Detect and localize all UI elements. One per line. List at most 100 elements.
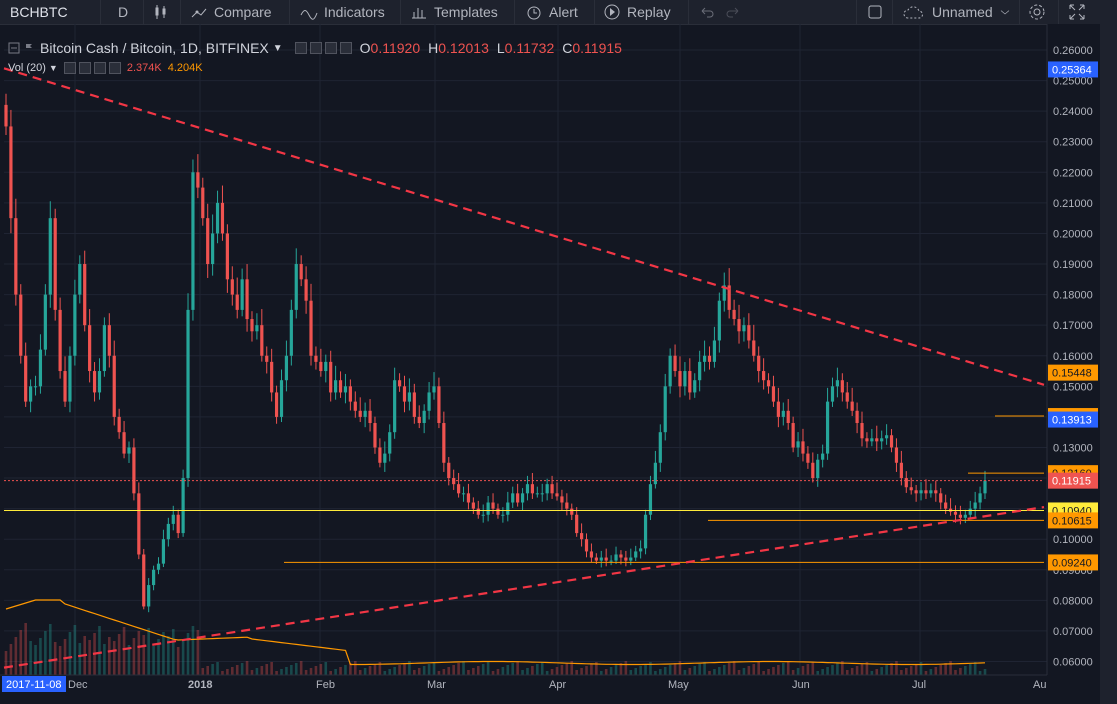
series-menu-icon[interactable]: ▼	[272, 42, 283, 54]
candle-body	[575, 514, 579, 534]
volume-bar	[250, 670, 254, 675]
volume-bar	[240, 663, 244, 675]
volume-bar	[845, 670, 849, 675]
candle-body	[973, 502, 977, 509]
candle-body	[442, 423, 446, 463]
candle-body	[353, 401, 357, 411]
price-tick-label: 0.21000	[1053, 198, 1093, 210]
price-tick-label: 0.06000	[1053, 657, 1093, 669]
eye-icon[interactable]	[294, 42, 307, 54]
layout-menu[interactable]: Unnamed	[902, 0, 1017, 24]
volume-bar	[683, 670, 687, 675]
candle-body	[274, 392, 279, 417]
interval-button[interactable]: D	[118, 0, 128, 24]
candle-body	[343, 386, 348, 393]
candle-body	[825, 401, 830, 454]
collapse-icon[interactable]	[8, 42, 20, 54]
volume-bar	[442, 669, 446, 675]
volume-bar	[904, 668, 908, 675]
candle-body	[265, 355, 269, 362]
candle-body	[865, 438, 869, 442]
candle-body	[934, 490, 938, 494]
candle-body	[958, 514, 963, 518]
candle-body	[742, 325, 746, 332]
volume-bar	[939, 665, 943, 675]
volume-bar	[929, 669, 933, 675]
candle-body	[845, 392, 849, 402]
low-label: L	[496, 40, 505, 56]
volume-bar	[614, 665, 618, 675]
toolbar-divider	[1058, 0, 1059, 24]
candle-body	[707, 355, 712, 362]
price-tick-label: 0.16000	[1053, 351, 1093, 363]
volume-bar	[786, 661, 790, 675]
volume-bar	[954, 670, 957, 675]
volume-bar	[590, 664, 593, 675]
candle-body	[78, 264, 82, 295]
volume-bar	[181, 640, 185, 675]
price-tick-label: 0.22000	[1053, 167, 1093, 179]
volume-bar	[703, 662, 706, 675]
volume-bar	[644, 664, 647, 675]
candle-body	[181, 478, 185, 534]
symbol-search[interactable]: BCHBTC	[10, 0, 68, 24]
candle-body	[875, 438, 879, 442]
candle-body	[698, 361, 702, 381]
volume-bar	[481, 664, 485, 675]
volume-bar	[290, 665, 293, 675]
candle-body	[914, 490, 918, 494]
candle-body	[963, 514, 967, 518]
compare-button[interactable]: Compare	[190, 0, 272, 24]
volume-bar	[708, 671, 711, 675]
candle-body	[368, 410, 372, 424]
candle-body	[68, 355, 72, 402]
settings-icon[interactable]	[309, 42, 322, 54]
volume-bar	[722, 665, 726, 675]
indicators-button[interactable]: Indicators	[300, 0, 385, 24]
remove-icon[interactable]	[324, 42, 337, 54]
more-icon[interactable]	[108, 62, 121, 74]
templates-button[interactable]: Templates	[410, 0, 498, 24]
volume-bar	[885, 665, 888, 675]
price-tick-label: 0.18000	[1053, 290, 1093, 302]
candle-body	[806, 453, 810, 463]
volume-bar	[211, 664, 214, 675]
volume-bar	[285, 667, 288, 675]
candle-body	[786, 410, 790, 424]
volume-bar	[580, 668, 583, 675]
volume-bar	[221, 671, 224, 675]
volume-bar	[137, 631, 141, 675]
candle-body	[643, 514, 648, 549]
volume-menu-icon[interactable]: ▼	[48, 63, 58, 73]
volume-bar	[521, 670, 524, 675]
candle-body	[393, 380, 397, 433]
maximize-button[interactable]	[1068, 0, 1092, 24]
volume-bar	[806, 664, 810, 675]
settings-button[interactable]	[1028, 0, 1052, 24]
volume-bar	[688, 668, 692, 675]
candle-body	[924, 490, 928, 494]
price-chart[interactable]: 0.26000 0.25000 0.24000 0.23000 0.22000 0.210…	[0, 24, 1100, 704]
undo-button[interactable]	[698, 0, 722, 24]
volume-bar	[226, 669, 229, 675]
settings-icon[interactable]	[78, 62, 91, 74]
candle-body	[294, 264, 298, 310]
fullscreen-toggle[interactable]	[866, 0, 890, 24]
volume-bar	[422, 666, 426, 675]
eye-icon[interactable]	[63, 62, 76, 74]
more-icon[interactable]	[339, 42, 352, 54]
volume-bar	[654, 671, 657, 675]
candle-body	[766, 380, 771, 387]
candle-body	[511, 493, 515, 503]
volume-bar	[349, 663, 352, 675]
alert-button[interactable]: Alert	[525, 0, 578, 24]
volume-bar	[531, 666, 534, 675]
indicators-label: Indicators	[324, 4, 385, 20]
volume-bar	[536, 664, 539, 675]
candle-body	[161, 539, 166, 564]
replay-button[interactable]: Replay	[603, 0, 671, 24]
candle-body	[284, 355, 289, 381]
remove-icon[interactable]	[93, 62, 106, 74]
chart-style-button[interactable]	[152, 0, 176, 24]
redo-button[interactable]	[724, 0, 748, 24]
